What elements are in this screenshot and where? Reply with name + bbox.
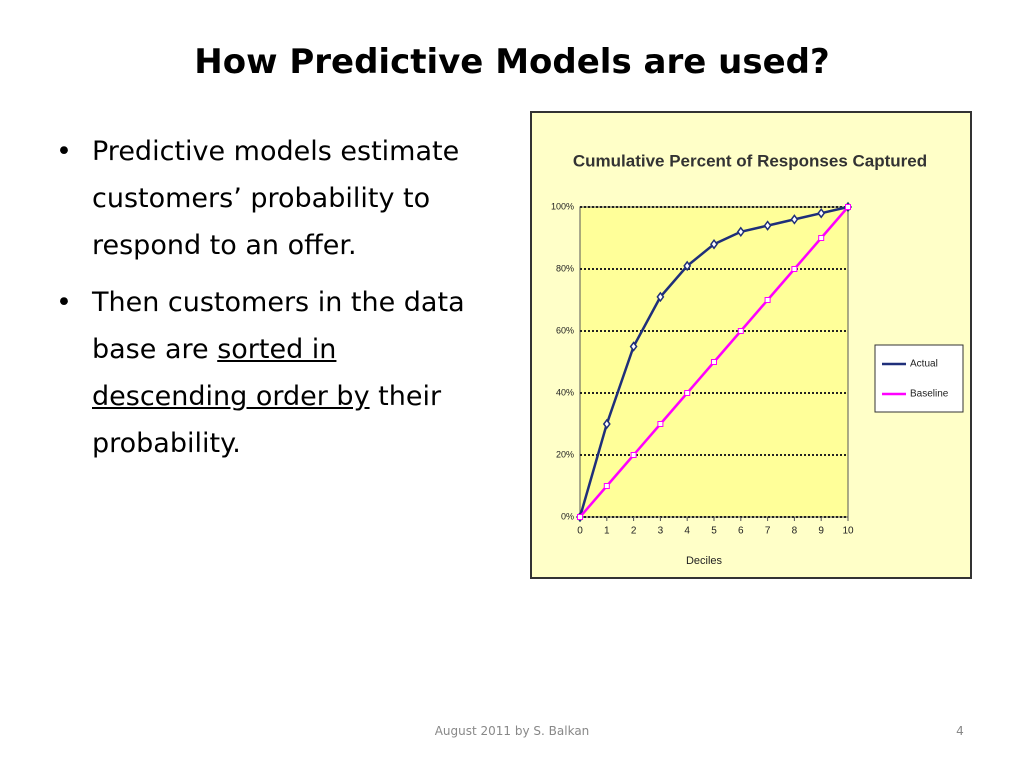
data-point: [683, 260, 692, 272]
x-tick-label: 5: [711, 526, 717, 537]
data-point: [602, 418, 611, 430]
x-tick-label: 2: [631, 526, 637, 537]
x-tick-label: 4: [684, 526, 690, 537]
page-number: 4: [956, 724, 964, 738]
data-point: [657, 421, 664, 427]
x-axis-label: Deciles: [686, 555, 723, 567]
data-point: [764, 297, 771, 303]
data-point: [818, 235, 825, 241]
legend-label: Actual: [910, 359, 938, 370]
chart: Cumulative Percent of Responses Captured…: [530, 111, 972, 579]
y-tick-label: 40%: [556, 387, 574, 397]
bullet-list: Predictive models estimate customers’ pr…: [52, 128, 472, 477]
data-point: [629, 341, 638, 352]
legend-box: [874, 344, 964, 413]
data-point: [710, 238, 718, 250]
data-point: [736, 226, 745, 238]
y-tick-label: 20%: [556, 449, 574, 459]
chart-title: Cumulative Percent of Responses Captured: [573, 151, 927, 170]
legend-label: Baseline: [910, 389, 949, 400]
x-tick-label: 9: [818, 526, 824, 537]
data-point: [684, 390, 691, 396]
x-tick-label: 1: [604, 526, 610, 537]
y-tick-label: 80%: [556, 263, 574, 273]
x-tick-label: 3: [658, 526, 664, 537]
data-point: [603, 483, 610, 489]
bullet-text: their probability.: [92, 381, 442, 459]
data-point: [711, 359, 717, 365]
data-point: [790, 214, 799, 225]
data-point: [737, 328, 744, 334]
footer-text: August 2011 by S. Balkan: [434, 724, 590, 738]
x-tick-label: 10: [842, 526, 854, 537]
x-tick-label: 8: [792, 526, 798, 537]
bullet: Predictive models estimate customers’ pr…: [52, 128, 472, 269]
data-point: [630, 452, 637, 458]
y-tick-label: 100%: [551, 201, 574, 211]
data-point: [845, 204, 851, 210]
y-tick-label: 0%: [561, 511, 574, 521]
slide-title: How Predictive Models are used?: [194, 42, 830, 82]
data-point: [577, 514, 583, 520]
bullet-underlined: sorted in descending order by: [92, 334, 370, 412]
x-tick-label: 7: [765, 526, 771, 537]
data-point: [817, 207, 826, 219]
x-tick-label: 0: [577, 526, 583, 537]
data-point: [656, 291, 665, 303]
y-tick-label: 60%: [556, 325, 574, 335]
data-point: [763, 220, 772, 231]
bullet: Then customers in the data base are sort…: [52, 279, 472, 467]
data-point: [791, 266, 798, 272]
x-tick-label: 6: [738, 526, 744, 537]
bullet-text: Then customers in the data base are: [92, 287, 465, 365]
